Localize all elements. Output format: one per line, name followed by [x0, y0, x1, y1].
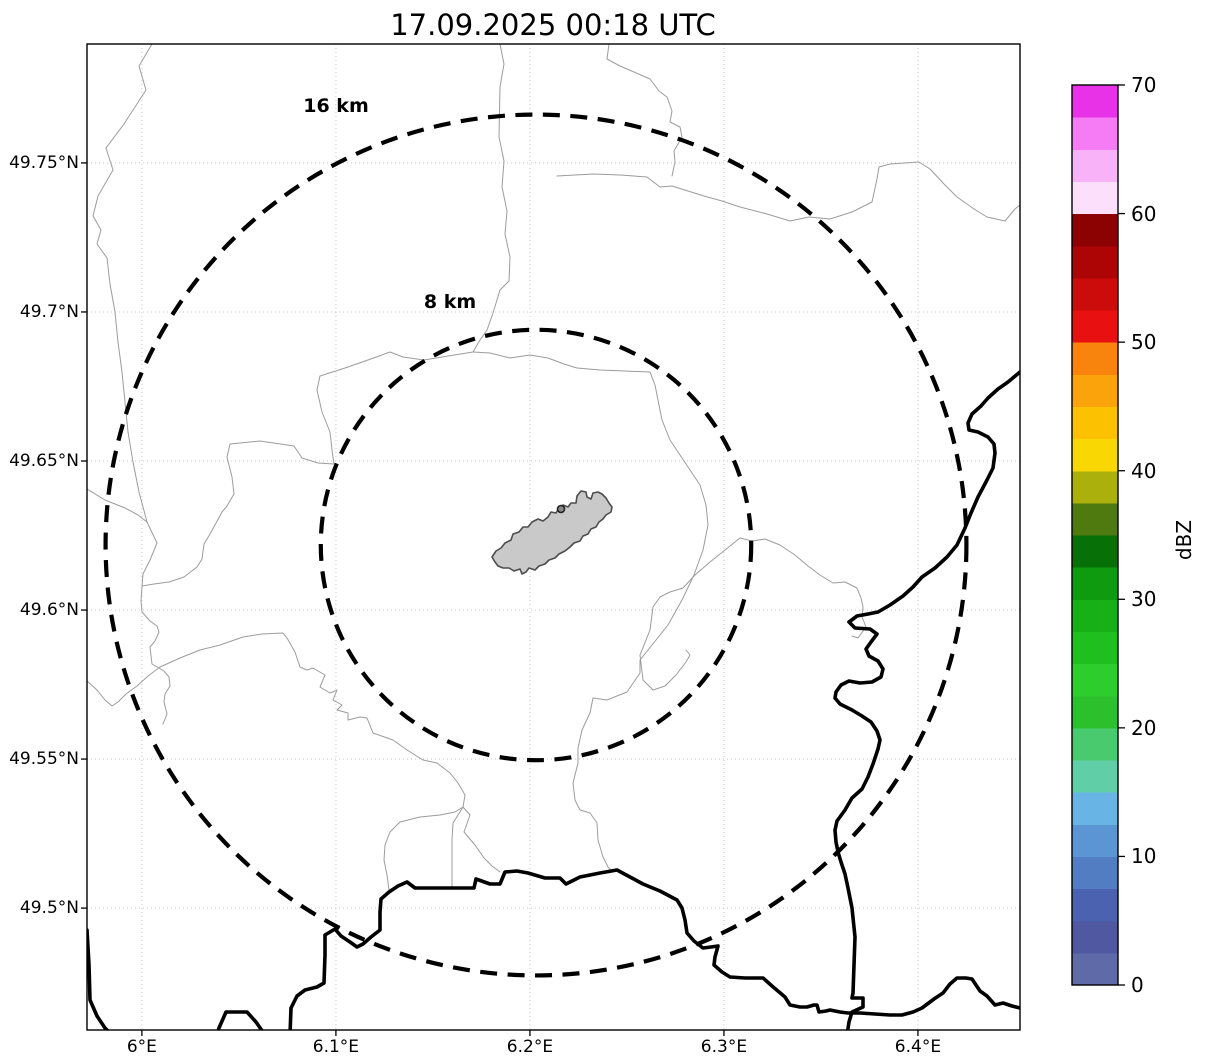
- river-border-path: [833, 370, 1020, 1030]
- x-tick-label: 6.2°E: [506, 1037, 554, 1057]
- admin-boundary-path: [140, 585, 171, 725]
- range-ring-8km: [318, 327, 754, 763]
- range-ring-16km: [103, 112, 969, 978]
- admin-boundary-path: [472, 351, 709, 873]
- colorbar-tick-label: 20: [1131, 715, 1157, 740]
- colorbar-segment: [1072, 470, 1118, 504]
- colorbar-segment: [1072, 888, 1118, 922]
- colorbar-frame: [1071, 84, 1119, 986]
- y-tick-label: 49.7°N: [19, 301, 79, 322]
- y-tick-label: 49.5°N: [19, 898, 79, 919]
- colorbar-segment: [1072, 856, 1118, 890]
- colorbar-segment: [1072, 695, 1118, 729]
- admin-boundary-path: [606, 44, 683, 177]
- y-tick-label: 49.55°N: [9, 749, 79, 770]
- airport-polygon: [491, 490, 613, 575]
- colorbar-segment: [1072, 792, 1118, 825]
- colorbar-ticks: [1118, 84, 1125, 986]
- admin-boundary-lines: [87, 44, 1020, 891]
- colorbar-segment: [1072, 149, 1118, 183]
- colorbar-segment: [1072, 727, 1118, 761]
- admin-boundary-path: [92, 44, 511, 587]
- admin-boundary-path: [462, 806, 501, 873]
- colorbar-segment: [1072, 277, 1118, 311]
- colorbar-segment: [1072, 631, 1118, 665]
- colorbar-segment: [1072, 952, 1118, 986]
- colorbar-tick-label: 0: [1131, 973, 1144, 997]
- colorbar-segment: [1072, 374, 1118, 408]
- colorbar-segment: [1072, 342, 1118, 375]
- plot-frame: [86, 43, 1021, 1031]
- colorbar-segment: [1072, 245, 1118, 279]
- admin-boundary-path: [383, 806, 464, 891]
- colorbar-segment: [1072, 535, 1118, 568]
- ring-label-8km: 8 km: [423, 291, 477, 313]
- colorbar-segments: [1072, 85, 1118, 986]
- colorbar-tick-label: 70: [1131, 73, 1157, 97]
- country-border-path: [216, 1010, 264, 1030]
- country-border-lines: [87, 370, 1020, 1030]
- colorbar-segment: [1072, 567, 1118, 600]
- colorbar-tick-label: 50: [1131, 330, 1157, 355]
- colorbar-tick-label: 10: [1131, 844, 1157, 869]
- colorbar-tick-label: 30: [1131, 587, 1157, 612]
- colorbar-unit-label: dBZ: [1172, 519, 1196, 561]
- colorbar-segment: [1072, 213, 1118, 247]
- colorbar-segment: [1072, 920, 1118, 954]
- colorbar-segment: [1072, 599, 1118, 633]
- country-border-path: [87, 928, 110, 1030]
- admin-boundary-path: [639, 649, 691, 691]
- axis-ticks: [81, 162, 919, 1036]
- y-tick-label: 49.75°N: [9, 152, 79, 173]
- x-tick-label: 6°E: [126, 1037, 157, 1057]
- colorbar-segment: [1072, 502, 1118, 536]
- colorbar-segment: [1072, 824, 1118, 858]
- admin-boundary-path: [159, 632, 466, 889]
- x-tick-label: 6.4°E: [894, 1037, 942, 1057]
- plot-title: 17.09.2025 00:18 UTC: [390, 8, 716, 42]
- admin-boundary-path: [87, 666, 161, 707]
- colorbar-tick-label: 40: [1131, 458, 1157, 483]
- colorbar-segment: [1072, 760, 1118, 793]
- country-border-path: [288, 868, 1020, 1030]
- admin-boundary-path: [87, 488, 148, 523]
- colorbar-tick-label: 60: [1131, 201, 1157, 226]
- admin-boundary-path: [639, 537, 867, 656]
- radar-site-marker: [556, 504, 566, 514]
- y-tick-label: 49.65°N: [9, 450, 79, 471]
- colorbar-segment: [1072, 181, 1118, 215]
- admin-boundary-path: [556, 161, 1020, 222]
- colorbar-segment: [1072, 85, 1118, 118]
- ring-label-16km: 16 km: [303, 95, 369, 117]
- x-tick-label: 6.1°E: [312, 1037, 360, 1057]
- colorbar-segment: [1072, 406, 1118, 440]
- colorbar-segment: [1072, 663, 1118, 697]
- y-tick-label: 49.6°N: [19, 600, 79, 621]
- colorbar-segment: [1072, 310, 1118, 343]
- colorbar-segment: [1072, 438, 1118, 472]
- colorbar-segment: [1072, 117, 1118, 150]
- x-tick-label: 6.3°E: [700, 1037, 748, 1057]
